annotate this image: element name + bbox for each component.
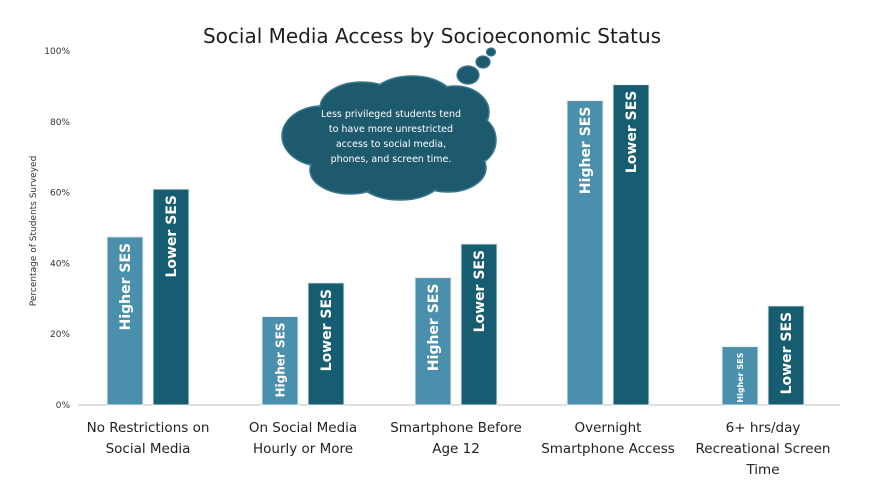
bar-series-label: Lower SES [319, 289, 335, 371]
y-tick-label: 40% [50, 259, 70, 269]
bar-series-label: Lower SES [779, 312, 795, 394]
y-tick-label: 60% [50, 189, 70, 199]
x-tick-label: Smartphone Before Age 12 [390, 420, 522, 457]
bar-lower-ses [460, 243, 498, 406]
x-tick-label: 6+ hrs/day Recreational Screen Time [696, 420, 831, 478]
bar-series-label: Lower SES [624, 91, 640, 173]
bar-series-label: Lower SES [164, 195, 180, 277]
bar-series-label: Higher SES [426, 284, 442, 372]
bar-lower-ses [612, 84, 650, 406]
bar-series-label: Higher SES [736, 352, 745, 402]
chart-title: Social Media Access by Socioeconomic Sta… [203, 24, 661, 48]
y-tick-label: 100% [44, 47, 70, 57]
bar-higher-ses [566, 100, 604, 406]
bar-lower-ses [767, 305, 805, 406]
bar-series-label: Higher SES [578, 107, 594, 195]
bar-lower-ses [152, 188, 190, 406]
y-tick-label: 0% [56, 401, 71, 411]
bar-lower-ses [307, 282, 345, 406]
y-tick-labels: 0% 20% 40% 60% 80% 100% [44, 47, 70, 411]
x-tick-label: On Social Media Hourly or More [249, 420, 357, 457]
bar-group: Higher SES Lower SES Higher SES Lower SES Hi… [106, 84, 805, 406]
bar-higher-ses [106, 236, 144, 406]
bar-series-label: Higher SES [118, 243, 134, 331]
y-axis-label: Percentage of Students Surveyed [29, 156, 39, 307]
annotation-text: Less privileged students tend to have mor… [321, 109, 461, 165]
y-tick-label: 80% [50, 118, 70, 128]
bar-higher-ses [721, 346, 759, 406]
bar-series-label: Higher SES [273, 323, 287, 398]
x-tick-labels: No Restrictions on Social Media On Social … [87, 420, 831, 478]
x-tick-label: No Restrictions on Social Media [87, 420, 210, 457]
bar-higher-ses [261, 316, 299, 406]
x-tick-label: Overnight Smartphone Access [541, 420, 675, 457]
annotation-cloud: Less privileged students tend to have mor… [281, 47, 497, 201]
bar-series-label: Lower SES [472, 250, 488, 332]
y-tick-label: 20% [50, 330, 70, 340]
thought-bubble-shape [281, 47, 497, 201]
bar-higher-ses [414, 277, 452, 406]
annotation-text-block: Less privileged students tend to have mor… [321, 109, 461, 165]
